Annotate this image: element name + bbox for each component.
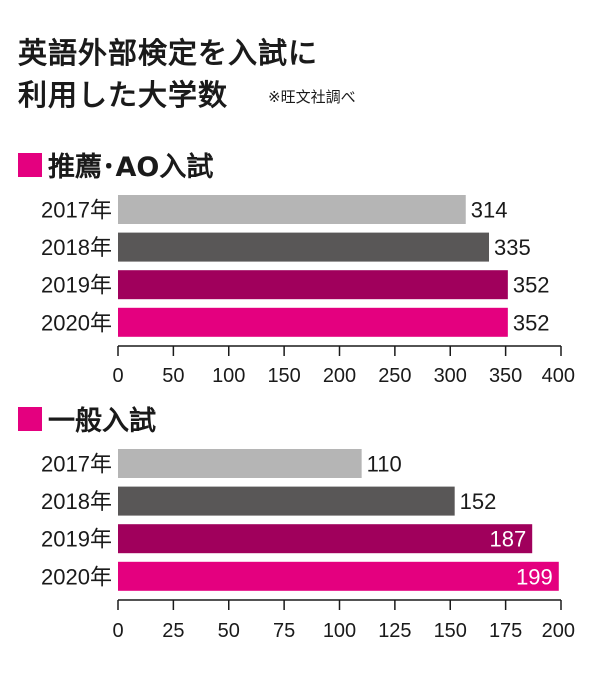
x-tick-label-1-7: 175 — [489, 620, 522, 642]
x-tick-label-1-0: 0 — [112, 620, 123, 642]
x-tick-label-1-6: 150 — [434, 620, 467, 642]
x-tick-label-1-8: 200 — [542, 620, 575, 642]
x-tick-label-1-2: 50 — [218, 620, 240, 642]
source-note: ※旺文社調べ — [268, 88, 356, 106]
x-tick-label-0-7: 350 — [489, 365, 522, 387]
value-label-1-1: 152 — [460, 489, 497, 514]
bar-0-1 — [118, 232, 490, 262]
category-label-1-0: 2017年 — [41, 452, 112, 477]
value-label-1-0: 110 — [367, 452, 402, 477]
bar-1-0 — [118, 449, 362, 478]
bar-1-1 — [118, 486, 455, 516]
category-label-1-3: 2020年 — [41, 564, 112, 589]
section-heading-ippan-label: 一般入試 — [48, 406, 156, 437]
value-label-1-3: 199 — [516, 564, 553, 589]
x-tick-label-0-3: 150 — [267, 365, 300, 387]
x-tick-label-0-5: 250 — [378, 365, 411, 387]
category-label-1-1: 2018年 — [41, 489, 112, 514]
x-tick-label-0-4: 200 — [323, 365, 356, 387]
value-label-1-2: 187 — [489, 527, 526, 552]
pink-square-icon — [18, 406, 42, 431]
value-label-0-1: 335 — [494, 235, 531, 260]
category-label-0-2: 2019年 — [41, 273, 112, 298]
x-tick-label-1-3: 75 — [273, 620, 295, 642]
x-tick-label-0-6: 300 — [434, 365, 467, 387]
value-label-0-3: 352 — [513, 310, 550, 335]
category-label-0-1: 2018年 — [41, 235, 112, 260]
x-tick-label-0-1: 50 — [162, 365, 184, 387]
chart-title-line1: 英語外部検定を入試に — [18, 36, 319, 70]
x-tick-label-0-2: 100 — [212, 365, 245, 387]
bar-0-0 — [118, 195, 466, 224]
chart-title-line2: 利用した大学数 — [18, 78, 229, 112]
category-label-0-3: 2020年 — [41, 310, 112, 335]
value-label-0-2: 352 — [513, 273, 550, 298]
x-tick-label-1-1: 25 — [162, 620, 184, 642]
bar-1-3 — [118, 561, 559, 591]
x-tick-label-0-0: 0 — [112, 365, 123, 387]
bar-0-3 — [118, 307, 508, 337]
value-label-0-0: 314 — [471, 198, 508, 223]
x-tick-label-1-5: 125 — [378, 620, 411, 642]
category-label-0-0: 2017年 — [41, 198, 112, 223]
pink-square-icon — [18, 152, 42, 177]
category-label-1-2: 2019年 — [41, 527, 112, 552]
section-heading-suisen-ao-label: 推薦･AO入試 — [48, 152, 214, 183]
x-tick-label-1-4: 100 — [323, 620, 356, 642]
bar-1-2 — [118, 524, 533, 554]
x-tick-label-0-8: 400 — [542, 365, 575, 387]
section-heading-suisen-ao: 推薦･AO入試 — [18, 145, 213, 184]
section-heading-ippan: 一般入試 — [18, 399, 156, 438]
bar-0-2 — [118, 270, 508, 300]
